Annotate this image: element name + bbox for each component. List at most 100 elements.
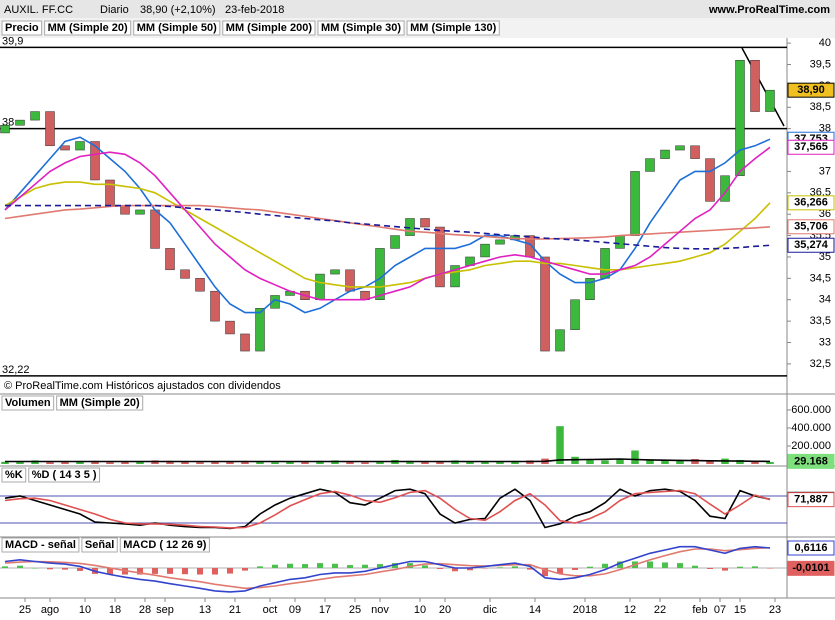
last-value-label: 35,274 (794, 239, 829, 251)
histogram-bar (152, 568, 158, 574)
x-tick-label: 15 (734, 604, 746, 616)
legend-label: MM (Simple 20) (60, 397, 140, 409)
volume-bar (631, 450, 639, 464)
histogram-bar (317, 563, 323, 568)
legend-label: MACD ( 12 26 9) (123, 539, 206, 551)
histogram-bar (512, 566, 518, 568)
legend-box (317, 20, 405, 36)
y-tick-label: 200.000 (791, 440, 831, 452)
candle (495, 239, 505, 245)
volume-bar (676, 460, 684, 464)
candle (330, 269, 340, 275)
candle (165, 248, 175, 271)
last-value-label: 0,6116 (794, 542, 827, 554)
y-tick-label: 33,5 (810, 315, 831, 327)
volume-bar (691, 459, 699, 464)
y-tick-label: 35 (819, 251, 831, 263)
volume-bar (241, 460, 249, 464)
x-tick-label: ago (41, 604, 59, 616)
legend-label: Volumen (5, 397, 51, 409)
x-tick-label: 25 (19, 604, 31, 616)
legend-label: MACD - señal (5, 539, 76, 551)
histogram-bar (572, 568, 578, 570)
candle (15, 119, 25, 126)
histogram-bar (617, 561, 623, 568)
legend-box (1, 467, 27, 483)
x-tick-label: nov (371, 604, 389, 616)
candle (120, 205, 130, 215)
candle (480, 243, 490, 258)
histogram-bar (77, 568, 83, 571)
legend-box (44, 20, 132, 36)
horizontal-line-label: 39,9 (2, 35, 23, 47)
histogram-bar (107, 568, 113, 575)
histogram-bar (302, 564, 308, 568)
volume-bar (271, 462, 279, 464)
histogram-bar (287, 563, 293, 568)
histogram-bar (362, 564, 368, 568)
volume-bar (166, 460, 174, 464)
volume-bar (76, 461, 84, 464)
candle (435, 226, 445, 288)
last-value-box (787, 560, 835, 576)
histogram-bar (527, 568, 533, 570)
y-tick-label: 36 (819, 208, 831, 220)
series-line (4, 204, 771, 240)
x-tick-label: 21 (229, 604, 241, 616)
candle (675, 145, 685, 151)
histogram-bar (137, 568, 143, 575)
last-value-box (787, 237, 835, 253)
x-tick-label: oct (263, 604, 278, 616)
histogram-bar (422, 565, 428, 568)
x-tick-label: 20 (439, 604, 451, 616)
legend-box (133, 20, 221, 36)
volume-bar (376, 461, 384, 464)
x-tick-label: 14 (529, 604, 541, 616)
histogram-bar (767, 568, 773, 569)
histogram-bar (557, 568, 563, 574)
x-tick-label: 10 (79, 604, 91, 616)
histogram-bar (392, 563, 398, 568)
legend-box (119, 537, 210, 553)
volume-bar (226, 461, 234, 464)
histogram-bar (17, 565, 23, 568)
legend-box (28, 467, 101, 483)
x-tick-label: 10 (414, 604, 426, 616)
histogram-bar (182, 568, 188, 575)
x-tick-label: 22 (654, 604, 666, 616)
volume-bar (406, 460, 414, 464)
x-tick-label: feb (692, 604, 707, 616)
volume-bar (16, 461, 24, 464)
histogram-bar (2, 566, 8, 568)
candle (390, 235, 400, 249)
candle (75, 141, 85, 151)
histogram-bar (497, 567, 503, 568)
histogram-bar (347, 565, 353, 568)
legend-label: MM (Simple 200) (226, 22, 313, 34)
candle (375, 248, 385, 300)
volume-bar (421, 461, 429, 464)
histogram-bar (722, 568, 728, 571)
y-tick-label: 38,5 (810, 101, 831, 113)
last-value-label: 37,565 (794, 141, 828, 153)
volume-bar (481, 461, 489, 464)
volume-bar (46, 462, 54, 464)
histogram-bar (332, 563, 338, 568)
volume-bar (301, 461, 309, 464)
candle (720, 175, 730, 202)
last-value-box (787, 492, 835, 508)
y-tick-label: 32,5 (810, 358, 831, 370)
legend-label: Señal (85, 539, 114, 551)
series-line (4, 146, 771, 301)
histogram-bar (647, 561, 653, 568)
volume-bar (106, 462, 114, 464)
volume-bar (706, 460, 714, 464)
y-tick-label: 33 (819, 336, 831, 348)
last-value-label: 71,887 (794, 494, 828, 506)
candle (735, 59, 745, 176)
volume-bar (751, 460, 759, 464)
candle (180, 269, 190, 279)
y-tick-label: 37 (819, 165, 831, 177)
histogram-bar (242, 568, 248, 571)
